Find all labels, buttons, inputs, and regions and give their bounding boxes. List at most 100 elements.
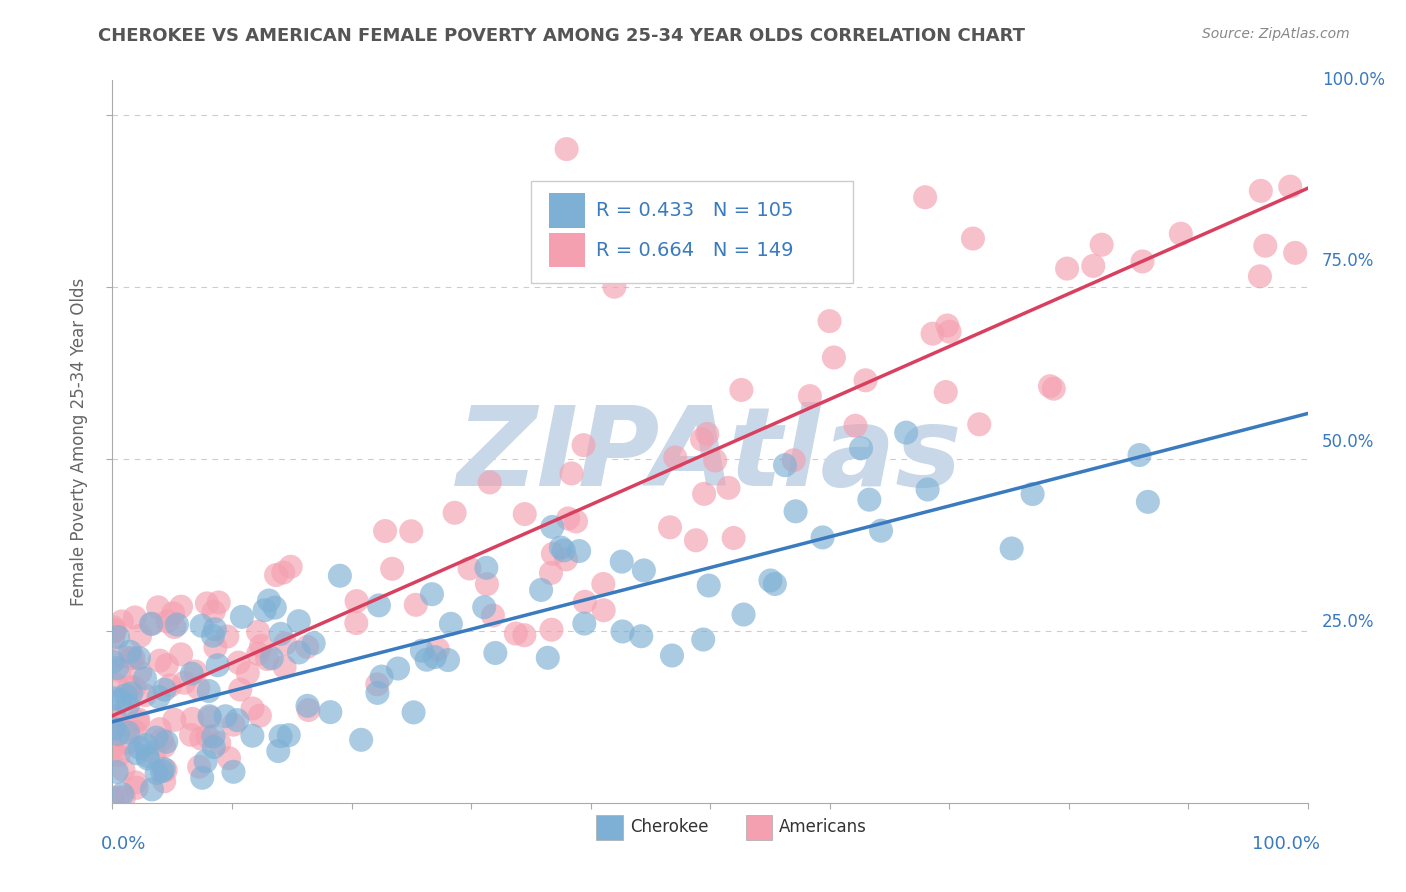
Cherokee: [201, 629, 224, 643]
Text: 75.0%: 75.0%: [1322, 252, 1374, 270]
Americans: [103, 744, 125, 758]
Americans: [127, 714, 149, 729]
Americans: [921, 326, 943, 341]
Americans: [1284, 245, 1306, 260]
Cherokee: [350, 732, 373, 747]
Cherokee: [153, 682, 176, 697]
Americans: [101, 791, 124, 805]
Americans: [163, 713, 186, 727]
Cherokee: [204, 622, 226, 636]
Americans: [134, 688, 156, 702]
Cherokee: [105, 661, 128, 675]
Americans: [149, 654, 172, 668]
Cherokee: [437, 653, 460, 667]
Americans: [690, 433, 713, 447]
Americans: [426, 642, 449, 657]
Americans: [1170, 227, 1192, 241]
Cherokee: [612, 624, 634, 639]
Americans: [782, 453, 804, 467]
Americans: [914, 190, 936, 204]
Cherokee: [1128, 448, 1150, 462]
Americans: [163, 620, 186, 634]
Cherokee: [387, 661, 409, 675]
Cherokee: [270, 729, 292, 743]
Americans: [572, 438, 595, 452]
Cherokee: [120, 686, 142, 700]
Cherokee: [135, 738, 157, 752]
Cherokee: [139, 616, 162, 631]
Americans: [557, 511, 579, 525]
Americans: [723, 531, 745, 545]
Americans: [730, 383, 752, 397]
Cherokee: [633, 564, 655, 578]
Americans: [297, 703, 319, 717]
Cherokee: [242, 729, 264, 743]
Text: 0.0%: 0.0%: [101, 835, 146, 854]
Americans: [173, 675, 195, 690]
Cherokee: [101, 655, 124, 669]
Americans: [1042, 382, 1064, 396]
Americans: [107, 790, 129, 805]
Americans: [187, 681, 209, 695]
Americans: [274, 636, 297, 650]
Cherokee: [148, 690, 170, 704]
Americans: [162, 607, 184, 621]
Cherokee: [423, 650, 446, 665]
Americans: [129, 629, 152, 643]
Text: 100.0%: 100.0%: [1251, 835, 1320, 854]
Americans: [125, 725, 148, 739]
Cherokee: [257, 593, 280, 607]
Americans: [149, 722, 172, 736]
Americans: [280, 559, 302, 574]
FancyBboxPatch shape: [596, 815, 623, 840]
Americans: [104, 717, 127, 731]
Americans: [156, 615, 179, 629]
Cherokee: [773, 458, 796, 472]
Americans: [120, 651, 142, 665]
Americans: [156, 658, 179, 673]
Americans: [366, 677, 388, 691]
Americans: [124, 775, 146, 789]
Americans: [228, 656, 250, 670]
Cherokee: [368, 599, 391, 613]
Cherokee: [1021, 487, 1043, 501]
Cherokee: [198, 709, 221, 723]
Americans: [374, 524, 396, 538]
Cherokee: [136, 748, 159, 763]
Americans: [242, 701, 264, 715]
Cherokee: [202, 740, 225, 755]
Cherokee: [111, 787, 134, 801]
Y-axis label: Female Poverty Among 25-34 Year Olds: Female Poverty Among 25-34 Year Olds: [70, 277, 89, 606]
Americans: [195, 729, 218, 743]
Americans: [693, 487, 716, 501]
Americans: [704, 453, 727, 467]
Americans: [122, 651, 145, 665]
Americans: [229, 682, 252, 697]
Americans: [111, 649, 134, 664]
FancyBboxPatch shape: [548, 233, 585, 268]
Americans: [124, 610, 146, 624]
Americans: [1250, 184, 1272, 198]
Americans: [117, 736, 139, 750]
Cherokee: [420, 587, 443, 601]
Americans: [475, 577, 498, 591]
Cherokee: [849, 442, 872, 456]
Cherokee: [260, 651, 283, 665]
Americans: [699, 211, 721, 225]
Cherokee: [402, 706, 425, 720]
Americans: [184, 665, 207, 679]
Americans: [399, 524, 422, 539]
Cherokee: [297, 698, 319, 713]
Americans: [118, 680, 141, 694]
Americans: [717, 481, 740, 495]
Americans: [198, 711, 221, 725]
Americans: [513, 628, 536, 642]
Cherokee: [1001, 541, 1024, 556]
Americans: [1056, 261, 1078, 276]
Cherokee: [194, 754, 217, 768]
Americans: [181, 712, 204, 726]
Americans: [125, 780, 148, 795]
Americans: [381, 562, 404, 576]
Cherokee: [288, 645, 311, 659]
Cherokee: [128, 740, 150, 755]
